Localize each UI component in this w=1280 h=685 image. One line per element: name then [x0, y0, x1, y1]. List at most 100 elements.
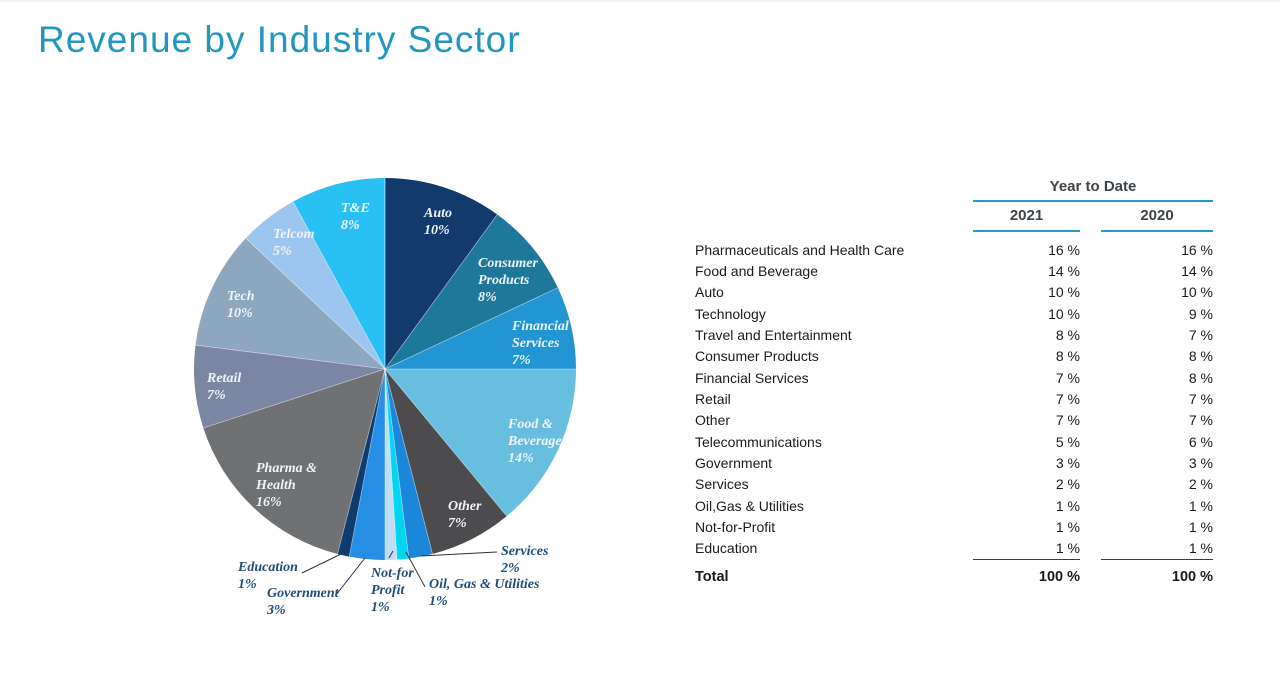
- table-row-government: Government 3 % 3 %: [693, 452, 1213, 473]
- row-label: Telecommunications: [695, 433, 822, 450]
- leader-line: [405, 551, 426, 588]
- pie-label-retail: Retail 7%: [206, 371, 241, 403]
- row-value-2021: 2 %: [1055, 476, 1080, 493]
- row-label: Oil,Gas & Utilities: [695, 497, 804, 514]
- slice-separator: [337, 368, 386, 555]
- page-title: Revenue by Industry Sector: [38, 19, 521, 60]
- pie-label-t-e: T&E 8%: [341, 201, 370, 233]
- slice-separator: [384, 368, 398, 560]
- row-value-2020: 9 %: [1188, 305, 1213, 322]
- leader-line: [388, 550, 394, 559]
- total-value-2020: 100 %: [1171, 569, 1213, 585]
- pie-label-government: Government 3%: [266, 586, 340, 618]
- table-row-oil-gas-utilities: Oil,Gas & Utilities 1 % 1 %: [693, 495, 1213, 516]
- pie-slice-t-e: [292, 178, 385, 369]
- table-row-other: Other 7 % 7 %: [693, 410, 1213, 431]
- table-row-travel-and-entertainment: Travel and Entertainment 8 % 7 %: [693, 324, 1213, 345]
- row-value-2020: 1 %: [1188, 519, 1213, 536]
- pie-label-auto: Auto 10%: [423, 206, 452, 238]
- pie-slice-food-beverage: [385, 369, 576, 517]
- row-value-2021: 3 %: [1055, 455, 1080, 472]
- table-row-financial-services: Financial Services 7 % 8 %: [693, 367, 1213, 388]
- row-label: Not-for-Profit: [695, 519, 776, 536]
- pie-label-food-beverage: Food & Beverage 14%: [507, 417, 562, 466]
- row-value-2020: 1 %: [1188, 497, 1213, 514]
- pie-label-pharma-health: Pharma & Health 16%: [255, 461, 317, 510]
- pie-slice-tech: [195, 238, 385, 369]
- row-value-2021: 8 %: [1055, 327, 1080, 344]
- row-value-2021: 10 %: [1048, 305, 1080, 322]
- row-value-2020: 8 %: [1188, 348, 1213, 365]
- row-value-2021: 5 %: [1055, 433, 1080, 450]
- leader-line: [335, 557, 366, 596]
- row-label: Travel and Entertainment: [695, 327, 852, 344]
- table-row-pharmaceuticals-and-health-care: Pharmaceuticals and Health Care 16 % 16 %: [693, 239, 1213, 260]
- row-label: Pharmaceuticals and Health Care: [695, 241, 905, 258]
- row-value-2021: 1 %: [1055, 519, 1080, 536]
- pie-label-education: Education 1%: [237, 560, 298, 592]
- pie-slice-other: [385, 369, 507, 554]
- pie-label-not-for-profit: Not-for Profit 1%: [370, 566, 414, 615]
- pie-slice-auto: [385, 178, 498, 369]
- slice-separator: [384, 368, 508, 517]
- pie-slice-services: [385, 369, 433, 559]
- table-row-services: Services 2 % 2 %: [693, 474, 1213, 495]
- leader-line: [420, 551, 498, 557]
- slice-separator: [384, 368, 410, 559]
- row-value-2020: 2 %: [1188, 476, 1213, 493]
- table-row-not-for-profit: Not-for-Profit 1 % 1 %: [693, 516, 1213, 537]
- pie-slice-government: [349, 369, 385, 560]
- pie-slice-education: [337, 369, 385, 557]
- row-label: Retail: [695, 391, 731, 408]
- table-row-food-and-beverage: Food and Beverage 14 % 14 %: [693, 260, 1213, 281]
- row-value-2020: 7 %: [1188, 412, 1213, 429]
- table-row-technology: Technology 10 % 9 %: [693, 303, 1213, 324]
- pie-label-services: Services 2%: [500, 544, 549, 576]
- row-value-2020: 14 %: [1181, 263, 1213, 280]
- pie-slice-retail: [194, 345, 385, 429]
- row-label: Auto: [695, 284, 724, 301]
- slice-separator: [292, 201, 386, 370]
- pie-slice-pharma-health: [203, 369, 385, 554]
- pie-label-other: Other 7%: [448, 499, 482, 531]
- slice-separator: [195, 344, 386, 370]
- slice-separator: [203, 368, 386, 429]
- year-to-date-rule: [973, 200, 1213, 202]
- table-row-consumer-products: Consumer Products 8 % 8 %: [693, 346, 1213, 367]
- total-rule-2020: [1101, 559, 1213, 560]
- leader-line: [301, 552, 344, 574]
- pie-label-oil-gas-utilities: Oil, Gas & Utilities 1%: [429, 577, 540, 609]
- row-value-2021: 7 %: [1055, 369, 1080, 386]
- total-label: Total: [695, 569, 729, 585]
- row-label: Food and Beverage: [695, 263, 818, 280]
- row-label: Education: [695, 540, 758, 557]
- table-row-retail: Retail 7 % 7 %: [693, 388, 1213, 409]
- row-value-2020: 16 %: [1181, 241, 1213, 258]
- slice-separator: [384, 368, 433, 555]
- slice-separator: [348, 368, 386, 557]
- column-2020-rule: [1101, 230, 1213, 232]
- row-value-2020: 8 %: [1188, 369, 1213, 386]
- row-value-2020: 10 %: [1181, 284, 1213, 301]
- column-header-2021: 2021: [1009, 207, 1044, 224]
- column-2021-rule: [973, 230, 1080, 232]
- pie-slice-consumer-products: [385, 214, 558, 369]
- row-label: Other: [695, 412, 731, 429]
- total-rule-2021: [973, 559, 1080, 560]
- total-value-2021: 100 %: [1038, 569, 1080, 585]
- row-value-2021: 8 %: [1055, 348, 1080, 365]
- year-to-date-header: Year to Date: [1049, 178, 1137, 195]
- pie-label-financial-services: Financial Services 7%: [511, 319, 569, 368]
- pie-slice-not-for-profit: [385, 369, 397, 560]
- pie-slice-financial-services: [385, 287, 576, 369]
- row-label: Technology: [695, 305, 766, 322]
- column-header-2020: 2020: [1140, 207, 1174, 224]
- table-rows: Pharmaceuticals and Health Care 16 % 16 % F…: [693, 239, 1213, 559]
- row-value-2021: 14 %: [1048, 263, 1080, 280]
- row-value-2021: 10 %: [1048, 284, 1080, 301]
- pie-label-tech: Tech 10%: [227, 289, 255, 321]
- row-label: Consumer Products: [695, 348, 819, 365]
- table-row-auto: Auto 10 % 10 %: [693, 282, 1213, 303]
- total-row: Total 100 % 100 %: [693, 566, 1213, 588]
